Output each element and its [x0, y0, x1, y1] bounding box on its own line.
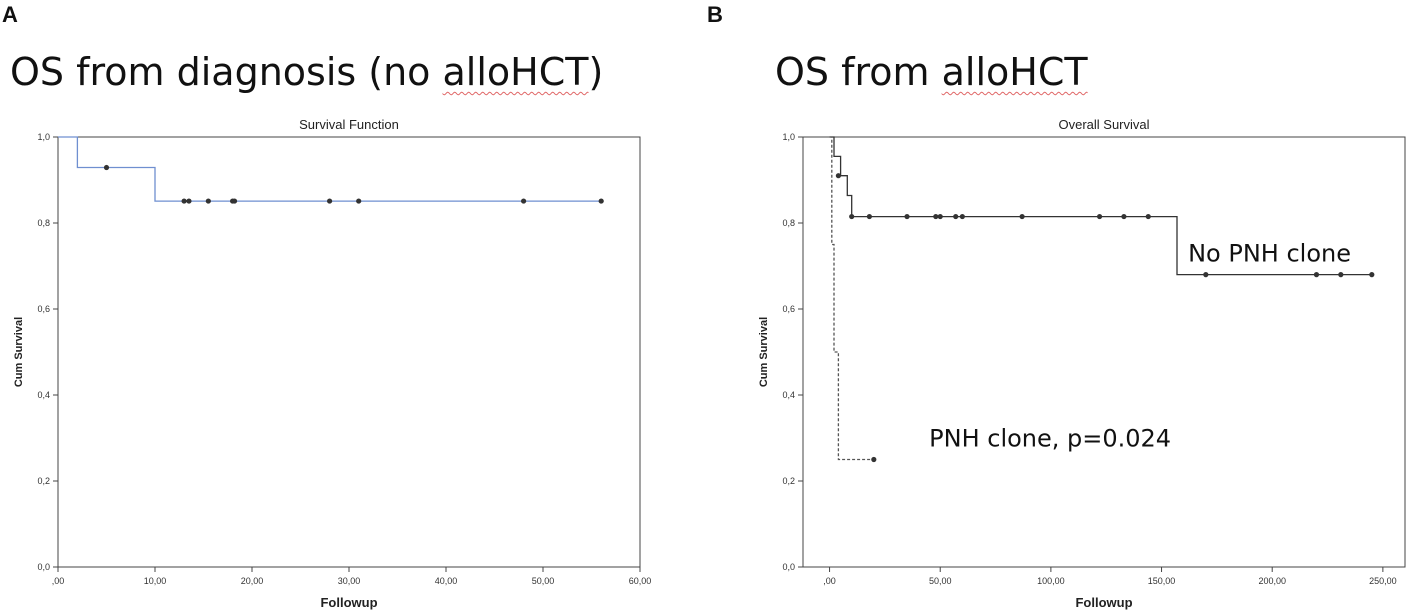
- panel-b: B OS from alloHCT Overall Survival 0,0 0,2…: [705, 0, 1417, 614]
- y-tick-label: 0,2: [37, 476, 50, 486]
- x-tick-label: 20,00: [241, 576, 264, 586]
- censor-mark: [866, 213, 872, 220]
- panel-letter-a: A: [2, 2, 18, 27]
- x-tick-label: ,00: [823, 576, 836, 586]
- y-tick-label: 0,6: [782, 304, 795, 314]
- panel-b-heading-pre: OS from: [775, 50, 942, 94]
- y-tick-label: 0,6: [37, 304, 50, 314]
- x-tick-label: 10,00: [144, 576, 167, 586]
- y-axis-label: Cum Survival: [13, 317, 25, 387]
- censor-mark: [1338, 272, 1344, 278]
- censor-mark: [1019, 213, 1025, 220]
- censor-mark: [933, 213, 939, 220]
- censor-mark: [953, 213, 959, 220]
- panel-letter-b: B: [707, 2, 723, 27]
- x-axis-label: Followup: [320, 595, 377, 610]
- x-tick-label: 60,00: [629, 576, 652, 586]
- y-tick-label: 0,0: [782, 562, 795, 572]
- series-line-1: [58, 136, 602, 202]
- y-tick-label: 0,4: [782, 390, 795, 400]
- censor-mark: [1121, 213, 1127, 220]
- panel-a-heading: OS from diagnosis (no alloHCT): [10, 50, 603, 94]
- panel-a-heading-pre: OS from diagnosis (no: [10, 50, 443, 94]
- censor-mark: [871, 456, 877, 463]
- x-tick-label: 100,00: [1037, 576, 1065, 586]
- censor-mark: [959, 213, 965, 220]
- censor-mark: [835, 173, 842, 179]
- annotation-label: No PNH clone: [1188, 240, 1351, 268]
- panel-a-heading-post: ): [588, 50, 604, 94]
- censor-mark: [1145, 213, 1151, 220]
- censor-mark: [598, 198, 604, 204]
- censor-mark: [849, 213, 855, 220]
- x-tick-label: 150,00: [1148, 576, 1176, 586]
- y-tick-label: 1,0: [782, 132, 795, 142]
- annotation-label: PNH clone, p=0.024: [929, 425, 1171, 453]
- plot-frame: [57, 136, 641, 568]
- x-tick-label: 200,00: [1258, 576, 1286, 586]
- censor-mark: [205, 198, 211, 204]
- censor-mark: [1313, 272, 1320, 278]
- censor-mark: [1369, 272, 1375, 278]
- chart-title: Survival Function: [299, 117, 399, 132]
- panel-b-heading: OS from alloHCT: [775, 50, 1088, 94]
- censor-mark: [1096, 213, 1103, 220]
- y-axis-label: Cum Survival: [758, 317, 770, 387]
- y-tick-label: 0,8: [37, 218, 50, 228]
- x-tick-label: 30,00: [338, 576, 361, 586]
- censor-mark: [1203, 272, 1209, 278]
- censor-mark: [231, 198, 238, 204]
- censor-mark: [521, 198, 527, 204]
- y-tick-label: 0,4: [37, 390, 50, 400]
- panel-a: A OS from diagnosis (no alloHCT) Surviva…: [0, 0, 700, 614]
- x-tick-label: 50,00: [929, 576, 952, 586]
- y-tick-label: 1,0: [37, 132, 50, 142]
- overall-survival-chart: Overall Survival 0,0 0,2 0,4 0,6 0,8 1,0 ,00 50,…: [758, 117, 1406, 610]
- survival-function-chart: Survival Function 0,0 0,2 0,4 0,6 0,8 1,0 ,00 10…: [13, 117, 652, 610]
- censor-mark: [181, 198, 187, 204]
- panel-b-heading-mark: alloHCT: [941, 50, 1088, 94]
- x-axis-label: Followup: [1075, 595, 1132, 610]
- x-tick-label: ,00: [52, 576, 65, 586]
- y-tick-label: 0,0: [37, 562, 50, 572]
- censor-mark: [356, 198, 362, 204]
- x-tick-label: 40,00: [435, 576, 458, 586]
- y-tick-label: 0,2: [782, 476, 795, 486]
- panel-a-heading-mark: alloHCT: [442, 50, 589, 94]
- censor-mark: [904, 213, 910, 220]
- series-line-1: [829, 136, 1372, 276]
- censor-mark: [937, 213, 943, 220]
- series-line-2: [829, 136, 874, 461]
- x-tick-label: 250,00: [1369, 576, 1397, 586]
- censor-mark: [327, 198, 333, 204]
- chart-title: Overall Survival: [1058, 117, 1149, 132]
- x-tick-label: 50,00: [532, 576, 555, 586]
- censor-mark: [103, 164, 110, 171]
- plot-frame: [802, 136, 1406, 568]
- y-tick-label: 0,8: [782, 218, 795, 228]
- censor-mark: [186, 198, 192, 204]
